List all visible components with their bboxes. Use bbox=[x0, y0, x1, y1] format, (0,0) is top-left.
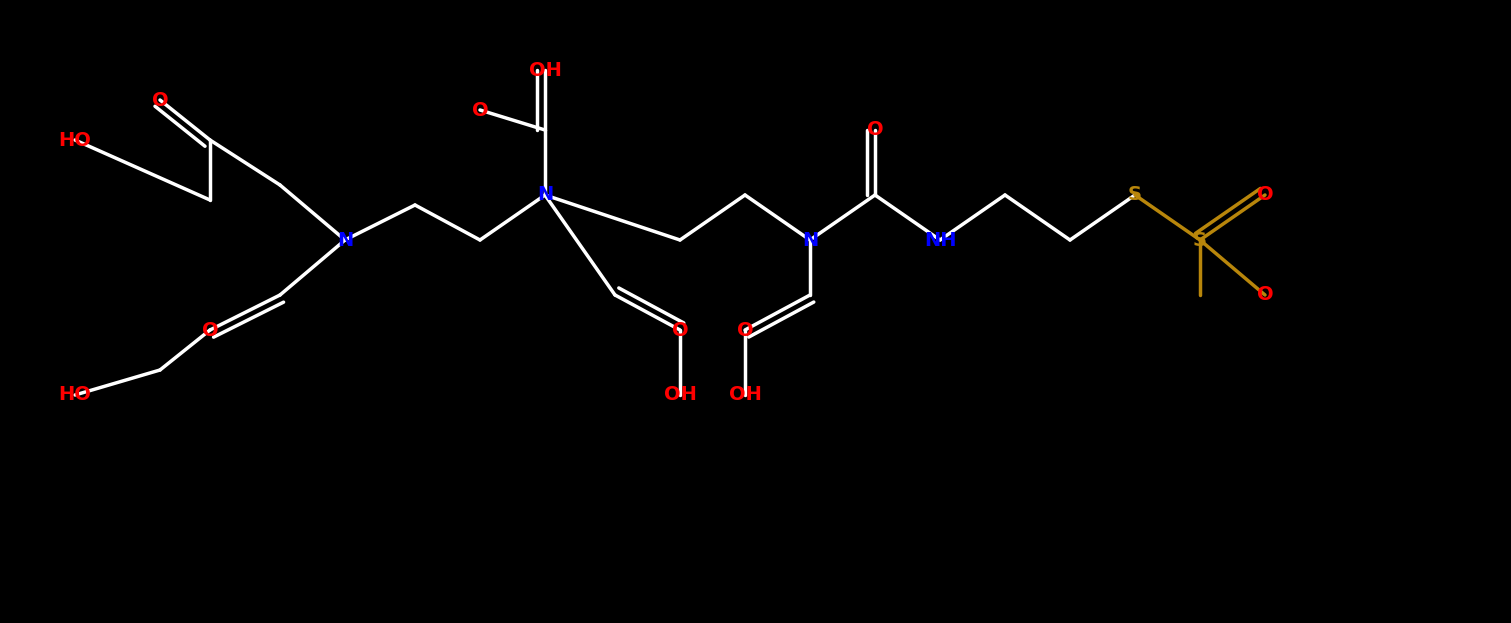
Text: O: O bbox=[1257, 186, 1274, 204]
Text: N: N bbox=[337, 231, 354, 249]
Text: S: S bbox=[1194, 231, 1207, 249]
Text: O: O bbox=[471, 100, 488, 120]
Text: O: O bbox=[1257, 285, 1274, 305]
Text: O: O bbox=[737, 320, 754, 340]
Text: OH: OH bbox=[529, 60, 562, 80]
Text: OH: OH bbox=[728, 386, 762, 404]
Text: NH: NH bbox=[923, 231, 956, 249]
Text: S: S bbox=[1129, 186, 1142, 204]
Text: OH: OH bbox=[663, 386, 697, 404]
Text: N: N bbox=[802, 231, 817, 249]
Text: HO: HO bbox=[59, 386, 92, 404]
Text: N: N bbox=[536, 186, 553, 204]
Text: O: O bbox=[201, 320, 218, 340]
Text: O: O bbox=[867, 120, 884, 140]
Text: O: O bbox=[672, 320, 689, 340]
Text: HO: HO bbox=[59, 130, 92, 150]
Text: O: O bbox=[151, 90, 168, 110]
